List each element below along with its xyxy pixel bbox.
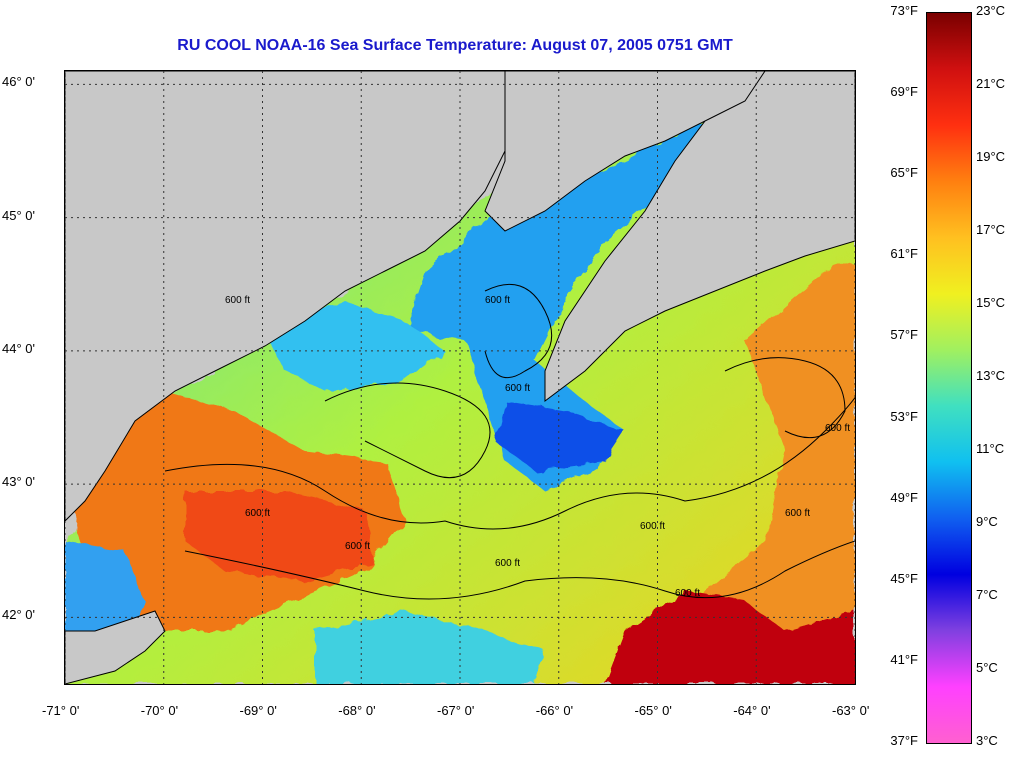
longitude-label: -67° 0' xyxy=(437,703,475,718)
colorbar-c-label: 11°C xyxy=(976,441,1005,456)
cold-water-region xyxy=(405,111,725,491)
us-coast-landmass xyxy=(65,71,516,522)
latitude-label: 42° 0' xyxy=(2,607,35,623)
latitude-label: 46° 0' xyxy=(2,74,35,90)
contour-label: 600 ft xyxy=(505,383,530,394)
longitude-label: -66° 0' xyxy=(535,703,574,718)
longitude-label: -64° 0' xyxy=(733,703,771,718)
temperature-colorbar xyxy=(926,12,972,744)
land xyxy=(65,71,855,684)
nova-scotia-landmass xyxy=(544,71,855,402)
colorbar-f-label: 45°F xyxy=(890,570,918,586)
longitude-label: -68° 0' xyxy=(338,703,376,718)
contour-line-1 xyxy=(164,371,855,530)
contour-label: 600 ft xyxy=(640,521,665,532)
colorbar-c-label: 7°C xyxy=(976,587,998,602)
cape-cod-landmass xyxy=(65,610,166,684)
latitude-label: 44° 0' xyxy=(2,340,35,356)
gulf-stream-core xyxy=(605,591,855,684)
colorbar-c-label: 17°C xyxy=(976,222,1006,237)
colorbar-f-label: 37°F xyxy=(890,733,918,748)
colorbar-f-label: 49°F xyxy=(890,489,918,505)
longitude-label: -65° 0' xyxy=(634,703,672,718)
cool-patch-south xyxy=(315,611,545,684)
longitude-label: -63° 0' xyxy=(832,703,870,718)
colorbar-c-label: 5°C xyxy=(976,660,998,675)
warm-water-east xyxy=(685,261,855,684)
colorbar-f-label: 61°F xyxy=(890,246,918,262)
contour-label: 600 ft xyxy=(245,508,270,519)
cool-coastal-region xyxy=(265,301,445,391)
longitude-label: -69° 0' xyxy=(239,703,277,718)
contour-label: 600 ft xyxy=(345,541,370,552)
latitude-label: 45° 0' xyxy=(2,207,35,223)
sst-map[interactable]: 600 ft 600 ft 600 ft 600 ft 600 ft 600 ft 600 … xyxy=(64,70,856,685)
colorbar-c-label: 15°C xyxy=(976,295,1006,310)
colorbar-c-label: 13°C xyxy=(976,368,1006,383)
longitude-label: -71° 0' xyxy=(42,703,80,718)
colorbar-f-label: 41°F xyxy=(890,651,918,667)
new-brunswick-landmass xyxy=(484,71,766,232)
colorbar-c-label: 3°C xyxy=(976,733,998,748)
colorbar-f-label: 57°F xyxy=(890,327,918,343)
colorbar-f-label: 73°F xyxy=(890,3,918,18)
colorbar-c-label: 23°C xyxy=(976,3,1006,18)
isobath-contours xyxy=(164,283,855,600)
warm-water-core xyxy=(185,491,375,581)
contour-label: 600 ft xyxy=(225,295,250,306)
sst-map-canvas: 600 ft 600 ft 600 ft 600 ft 600 ft 600 ft 600 … xyxy=(65,71,855,684)
contour-label: 600 ft xyxy=(485,295,510,306)
contour-line-3 xyxy=(324,382,491,479)
map-title: RU COOL NOAA-16 Sea Surface Temperature:… xyxy=(177,37,733,54)
contour-label: 600 ft xyxy=(785,508,810,519)
coldest-water-region xyxy=(495,401,625,471)
contour-label: 600 ft xyxy=(675,588,700,599)
contour-line-2 xyxy=(184,540,855,600)
colorbar-f-label: 65°F xyxy=(890,165,918,181)
colorbar-c-label: 21°C xyxy=(976,76,1006,91)
colorbar-c-label: 19°C xyxy=(976,149,1006,164)
contour-label: 600 ft xyxy=(495,558,520,569)
graticule xyxy=(65,71,855,684)
contour-line-4 xyxy=(724,357,846,439)
colorbar-c-label: 9°C xyxy=(976,514,998,529)
contour-label: 600 ft xyxy=(825,423,850,434)
colorbar-f-label: 53°F xyxy=(890,408,918,424)
contour-line-5 xyxy=(484,283,553,379)
longitude-label: -70° 0' xyxy=(140,703,179,718)
colorbar-f-label: 69°F xyxy=(890,84,918,100)
latitude-label: 43° 0' xyxy=(2,474,35,490)
